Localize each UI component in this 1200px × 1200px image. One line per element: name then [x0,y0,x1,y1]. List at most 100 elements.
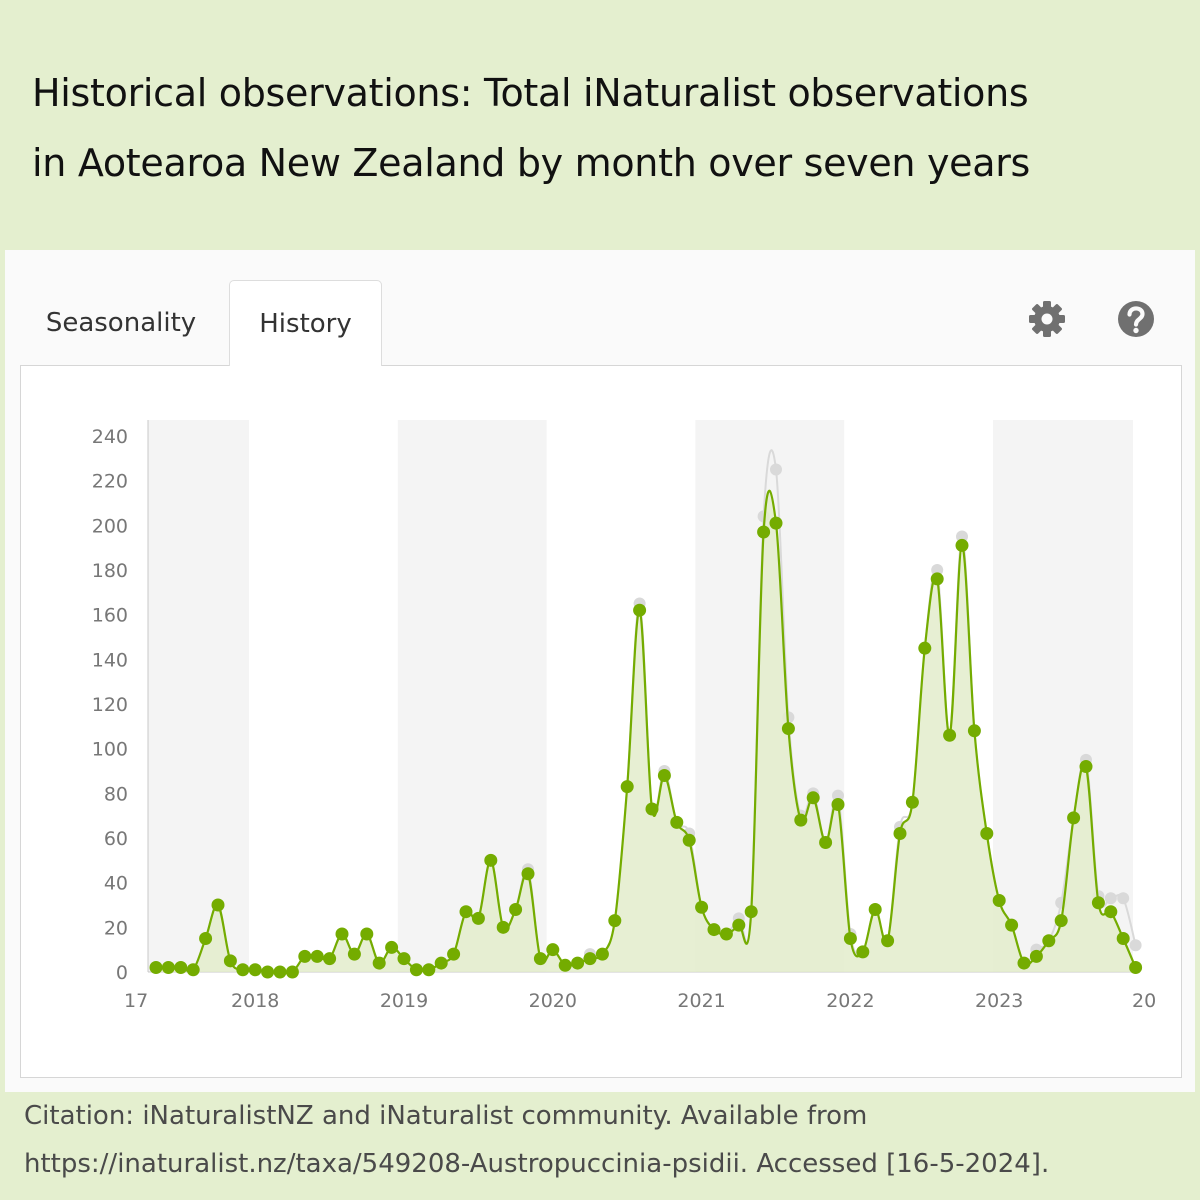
y-tick-label: 120 [92,694,128,716]
total-point [931,564,944,576]
data-point [1017,956,1031,970]
x-tick-label: 17 [124,990,148,1012]
data-point [298,949,312,963]
y-tick-label: 140 [92,649,128,671]
data-point [335,927,349,941]
data-point [732,918,746,932]
x-tick-label: 2019 [380,990,428,1012]
y-tick-label: 60 [104,828,128,850]
data-point [385,940,399,954]
data-point [1079,760,1093,774]
data-point [943,728,957,742]
data-point [1067,811,1081,825]
x-tick-label: 2021 [677,990,725,1012]
data-point [918,641,932,655]
total-point [832,789,844,802]
y-tick-label: 80 [104,783,128,805]
data-point [533,952,547,966]
data-point [695,900,709,914]
gear-icon[interactable] [1028,300,1066,338]
page-title: Historical observations: Total iNaturali… [32,58,1172,198]
data-point [992,894,1006,908]
data-point [1054,914,1068,928]
data-point [174,961,188,975]
citation: Citation: iNaturalistNZ and iNaturalist … [24,1092,1184,1188]
title-line-1: Historical observations: Total iNaturali… [32,71,1029,115]
x-tick-label: 20 [1132,990,1156,1012]
data-point [360,927,374,941]
year-band-2017 [148,420,249,972]
data-point [347,947,361,961]
y-tick-label: 0 [116,962,128,984]
data-point [273,965,287,979]
total-point [1104,892,1117,905]
data-point [546,943,560,957]
data-point [1116,932,1130,945]
data-point [434,956,448,970]
data-point [397,952,411,966]
data-point [893,827,907,841]
data-point [186,963,200,977]
y-tick-label: 220 [92,471,128,493]
data-point [881,934,895,948]
data-point [459,905,473,919]
year-band-2023 [993,420,1133,972]
tab-history[interactable]: History [229,280,382,366]
data-point [558,958,572,972]
data-point [595,947,609,961]
y-tick-label: 20 [104,917,128,939]
data-point [1104,905,1118,919]
data-point [372,956,386,970]
data-point [707,923,721,937]
data-point [719,927,733,941]
data-point [223,954,237,968]
data-point [670,815,684,829]
series-area [156,490,1136,974]
x-tick-label: 2023 [975,990,1023,1012]
data-point [955,538,969,552]
data-point [831,798,845,811]
data-point [310,949,324,963]
data-point [868,902,882,916]
y-tick-label: 160 [92,605,128,627]
data-point [409,963,423,977]
x-tick-label: 2020 [529,990,577,1012]
y-tick-label: 200 [92,515,128,537]
data-point [496,920,510,934]
data-point [930,572,944,586]
data-point [211,898,225,912]
data-point [657,768,671,782]
data-point [905,795,919,809]
y-tick-label: 100 [92,739,128,761]
y-tick-label: 240 [92,426,128,448]
data-point [781,722,795,736]
data-point [323,952,337,966]
data-point [1129,961,1143,975]
data-point [633,603,647,617]
history-chart: 0 20 40 60 80 100 120 140 160 180 200 220 240 17 2018 2… [92,420,1156,1012]
tab-seasonality[interactable]: Seasonality [45,308,197,338]
data-point [471,911,485,925]
x-tick-label: 2022 [826,990,874,1012]
data-point [571,956,585,970]
data-point [583,952,597,966]
data-point [521,867,535,881]
data-point [967,724,981,738]
data-point [1029,949,1043,963]
data-point [484,853,498,867]
data-point [806,791,820,805]
data-point [509,902,523,916]
data-point [1005,918,1019,932]
total-point [956,530,968,543]
total-point [770,463,782,476]
data-point [980,827,994,841]
data-point [422,963,436,977]
data-point [856,945,870,959]
data-point [794,813,808,827]
data-point [1042,934,1056,948]
data-point [1091,896,1105,910]
help-icon[interactable] [1117,300,1155,338]
total-point [1129,939,1142,952]
y-tick-label: 180 [92,560,128,582]
total-point [1117,892,1130,905]
